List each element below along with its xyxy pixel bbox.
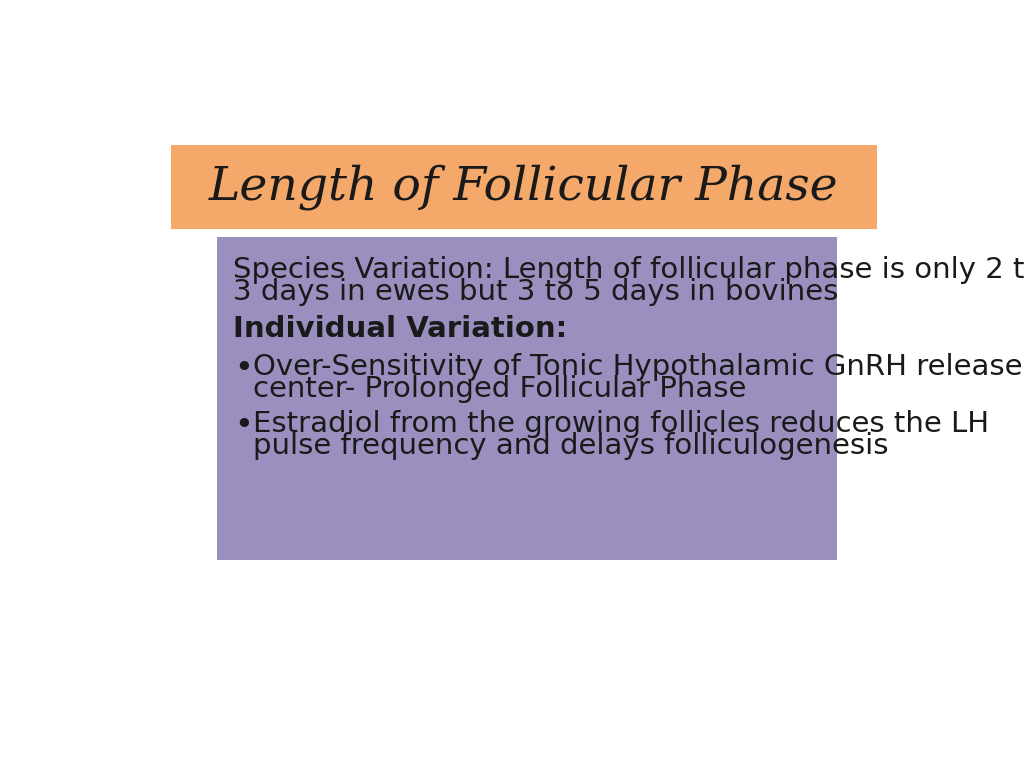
Text: Individual Variation:: Individual Variation:	[232, 315, 567, 343]
Text: 3 days in ewes but 3 to 5 days in bovines: 3 days in ewes but 3 to 5 days in bovine…	[232, 278, 838, 306]
Text: Estradiol from the growing follicles reduces the LH: Estradiol from the growing follicles red…	[253, 410, 989, 439]
Text: •: •	[234, 410, 253, 441]
Text: center- Prolonged Follicular Phase: center- Prolonged Follicular Phase	[253, 375, 746, 402]
Text: •: •	[234, 353, 253, 384]
Text: Over-Sensitivity of Tonic Hypothalamic GnRH release: Over-Sensitivity of Tonic Hypothalamic G…	[253, 353, 1022, 381]
FancyBboxPatch shape	[217, 237, 838, 561]
Text: pulse frequency and delays folliculogenesis: pulse frequency and delays folliculogene…	[253, 432, 888, 460]
Text: Species Variation: Length of follicular phase is only 2 to: Species Variation: Length of follicular …	[232, 257, 1024, 284]
Text: Length of Follicular Phase: Length of Follicular Phase	[209, 164, 839, 210]
FancyBboxPatch shape	[171, 144, 878, 229]
